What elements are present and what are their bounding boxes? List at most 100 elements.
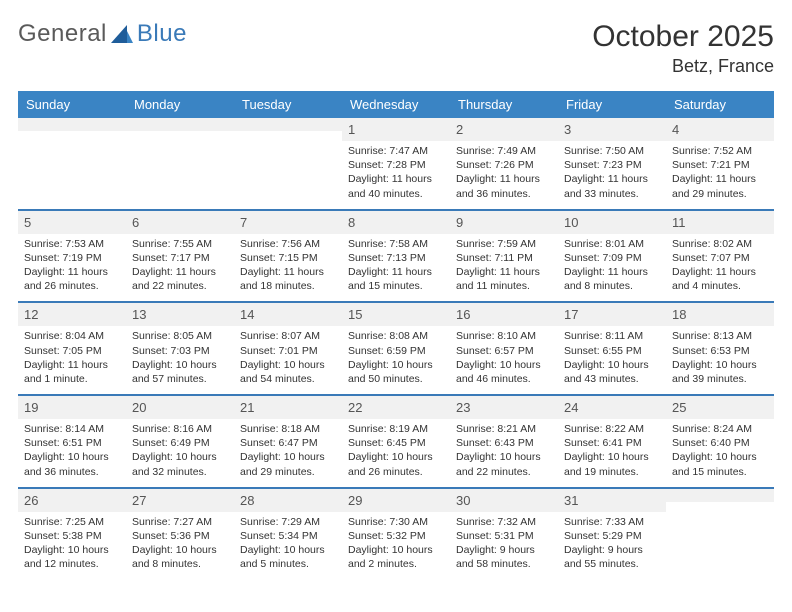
day-info: Sunrise: 7:25 AMSunset: 5:38 PMDaylight:…	[24, 515, 120, 572]
sunrise-text: Sunrise: 7:49 AM	[456, 144, 552, 158]
day-cell: 7 Sunrise: 7:56 AMSunset: 7:15 PMDaylight…	[234, 211, 342, 302]
day-info: Sunrise: 8:13 AMSunset: 6:53 PMDaylight:…	[672, 329, 768, 386]
day-info: Sunrise: 8:08 AMSunset: 6:59 PMDaylight:…	[348, 329, 444, 386]
day-number: 13	[126, 303, 234, 326]
sunset-text: Sunset: 6:53 PM	[672, 344, 768, 358]
sunset-text: Sunset: 7:19 PM	[24, 251, 120, 265]
day-cell: 29 Sunrise: 7:30 AMSunset: 5:32 PMDayligh…	[342, 489, 450, 580]
day-cell: 23Sunrise: 8:21 AMSunset: 6:43 PMDayligh…	[450, 396, 558, 487]
day-cell: 16Sunrise: 8:10 AMSunset: 6:57 PMDayligh…	[450, 303, 558, 394]
day-number: 24	[558, 396, 666, 419]
day-info: Sunrise: 7:30 AMSunset: 5:32 PMDaylight:…	[348, 515, 444, 572]
day-info: Sunrise: 7:47 AMSunset: 7:28 PMDaylight:…	[348, 144, 444, 201]
day-header-wednesday: Wednesday	[342, 91, 450, 118]
sunset-text: Sunset: 6:41 PM	[564, 436, 660, 450]
day-info: Sunrise: 7:59 AMSunset: 7:11 PMDaylight:…	[456, 237, 552, 294]
day-info: Sunrise: 8:24 AMSunset: 6:40 PMDaylight:…	[672, 422, 768, 479]
day-info: Sunrise: 7:56 AMSunset: 7:15 PMDaylight:…	[240, 237, 336, 294]
day-number: 8	[342, 211, 450, 234]
sunrise-text: Sunrise: 7:32 AM	[456, 515, 552, 529]
day-number: 2	[450, 118, 558, 141]
sunrise-text: Sunrise: 7:52 AM	[672, 144, 768, 158]
daylight-text: Daylight: 11 hours and 4 minutes.	[672, 265, 768, 293]
day-header-thursday: Thursday	[450, 91, 558, 118]
day-header-sunday: Sunday	[18, 91, 126, 118]
sunrise-text: Sunrise: 8:01 AM	[564, 237, 660, 251]
sunset-text: Sunset: 5:36 PM	[132, 529, 228, 543]
daylight-text: Daylight: 11 hours and 1 minute.	[24, 358, 120, 386]
day-cell: 1Sunrise: 7:47 AMSunset: 7:28 PMDaylight…	[342, 118, 450, 209]
daylight-text: Daylight: 9 hours and 55 minutes.	[564, 543, 660, 571]
week-row: 19 Sunrise: 8:14 AMSunset: 6:51 PM Dayligh…	[18, 394, 774, 487]
day-number: 27	[126, 489, 234, 512]
daylight-text: Daylight: 10 hours and 57 minutes.	[132, 358, 228, 386]
day-info: Sunrise: 8:16 AMSunset: 6:49 PMDaylight:…	[132, 422, 228, 479]
day-number: 29	[342, 489, 450, 512]
day-header-monday: Monday	[126, 91, 234, 118]
day-cell: 6 Sunrise: 7:55 AMSunset: 7:17 PMDaylight…	[126, 211, 234, 302]
daylight-text: Daylight: 11 hours and 40 minutes.	[348, 172, 444, 200]
day-header-tuesday: Tuesday	[234, 91, 342, 118]
sunrise-text: Sunrise: 8:05 AM	[132, 329, 228, 343]
sunset-text: Sunset: 7:07 PM	[672, 251, 768, 265]
sunrise-text: Sunrise: 8:14 AM	[24, 422, 120, 436]
day-info: Sunrise: 8:10 AMSunset: 6:57 PMDaylight:…	[456, 329, 552, 386]
sunset-text: Sunset: 6:51 PM	[24, 436, 120, 450]
sunset-text: Sunset: 5:32 PM	[348, 529, 444, 543]
day-number: 23	[450, 396, 558, 419]
day-number: 30	[450, 489, 558, 512]
sunset-text: Sunset: 7:17 PM	[132, 251, 228, 265]
day-info: Sunrise: 8:04 AMSunset: 7:05 PMDaylight:…	[24, 329, 120, 386]
sunset-text: Sunset: 7:01 PM	[240, 344, 336, 358]
day-cell: 8Sunrise: 7:58 AMSunset: 7:13 PMDaylight…	[342, 211, 450, 302]
day-number: 25	[666, 396, 774, 419]
day-number: 19	[18, 396, 126, 419]
sunset-text: Sunset: 6:40 PM	[672, 436, 768, 450]
day-info: Sunrise: 8:18 AMSunset: 6:47 PMDaylight:…	[240, 422, 336, 479]
week-row: 26Sunrise: 7:25 AMSunset: 5:38 PMDayligh…	[18, 487, 774, 580]
daylight-text: Daylight: 10 hours and 50 minutes.	[348, 358, 444, 386]
day-info: Sunrise: 7:49 AMSunset: 7:26 PMDaylight:…	[456, 144, 552, 201]
day-cell: 28Sunrise: 7:29 AMSunset: 5:34 PMDayligh…	[234, 489, 342, 580]
sunrise-text: Sunrise: 7:55 AM	[132, 237, 228, 251]
logo-text-blue: Blue	[137, 20, 187, 48]
sunset-text: Sunset: 7:05 PM	[24, 344, 120, 358]
day-header-saturday: Saturday	[666, 91, 774, 118]
day-info: Sunrise: 8:11 AMSunset: 6:55 PMDaylight:…	[564, 329, 660, 386]
sunset-text: Sunset: 7:21 PM	[672, 158, 768, 172]
daylight-text: Daylight: 11 hours and 22 minutes.	[132, 265, 228, 293]
day-number: 6	[126, 211, 234, 234]
sunrise-text: Sunrise: 7:58 AM	[348, 237, 444, 251]
day-number: 7	[234, 211, 342, 234]
sunset-text: Sunset: 7:13 PM	[348, 251, 444, 265]
sunset-text: Sunset: 7:23 PM	[564, 158, 660, 172]
sunset-text: Sunset: 6:57 PM	[456, 344, 552, 358]
day-number: 4	[666, 118, 774, 141]
sunrise-text: Sunrise: 8:02 AM	[672, 237, 768, 251]
sunrise-text: Sunrise: 7:47 AM	[348, 144, 444, 158]
day-number: 11	[666, 211, 774, 234]
day-info: Sunrise: 7:53 AMSunset: 7:19 PMDaylight:…	[24, 237, 120, 294]
day-cell	[234, 118, 342, 209]
sunset-text: Sunset: 6:55 PM	[564, 344, 660, 358]
sunrise-text: Sunrise: 8:04 AM	[24, 329, 120, 343]
day-header-friday: Friday	[558, 91, 666, 118]
daylight-text: Daylight: 10 hours and 26 minutes.	[348, 450, 444, 478]
sunset-text: Sunset: 6:43 PM	[456, 436, 552, 450]
title-block: October 2025 Betz, France	[592, 20, 774, 77]
day-number: 5	[18, 211, 126, 234]
day-number: 14	[234, 303, 342, 326]
daylight-text: Daylight: 11 hours and 18 minutes.	[240, 265, 336, 293]
sunset-text: Sunset: 7:11 PM	[456, 251, 552, 265]
sunset-text: Sunset: 7:03 PM	[132, 344, 228, 358]
day-cell: 13 Sunrise: 8:05 AMSunset: 7:03 PMDayligh…	[126, 303, 234, 394]
daylight-text: Daylight: 10 hours and 22 minutes.	[456, 450, 552, 478]
sunrise-text: Sunrise: 7:56 AM	[240, 237, 336, 251]
sunrise-text: Sunrise: 8:07 AM	[240, 329, 336, 343]
sunrise-text: Sunrise: 8:18 AM	[240, 422, 336, 436]
day-info: Sunrise: 7:33 AMSunset: 5:29 PMDaylight:…	[564, 515, 660, 572]
daylight-text: Daylight: 11 hours and 26 minutes.	[24, 265, 120, 293]
day-cell: 18Sunrise: 8:13 AMSunset: 6:53 PMDayligh…	[666, 303, 774, 394]
day-cell: 24Sunrise: 8:22 AMSunset: 6:41 PMDayligh…	[558, 396, 666, 487]
day-cell: 17Sunrise: 8:11 AMSunset: 6:55 PMDayligh…	[558, 303, 666, 394]
